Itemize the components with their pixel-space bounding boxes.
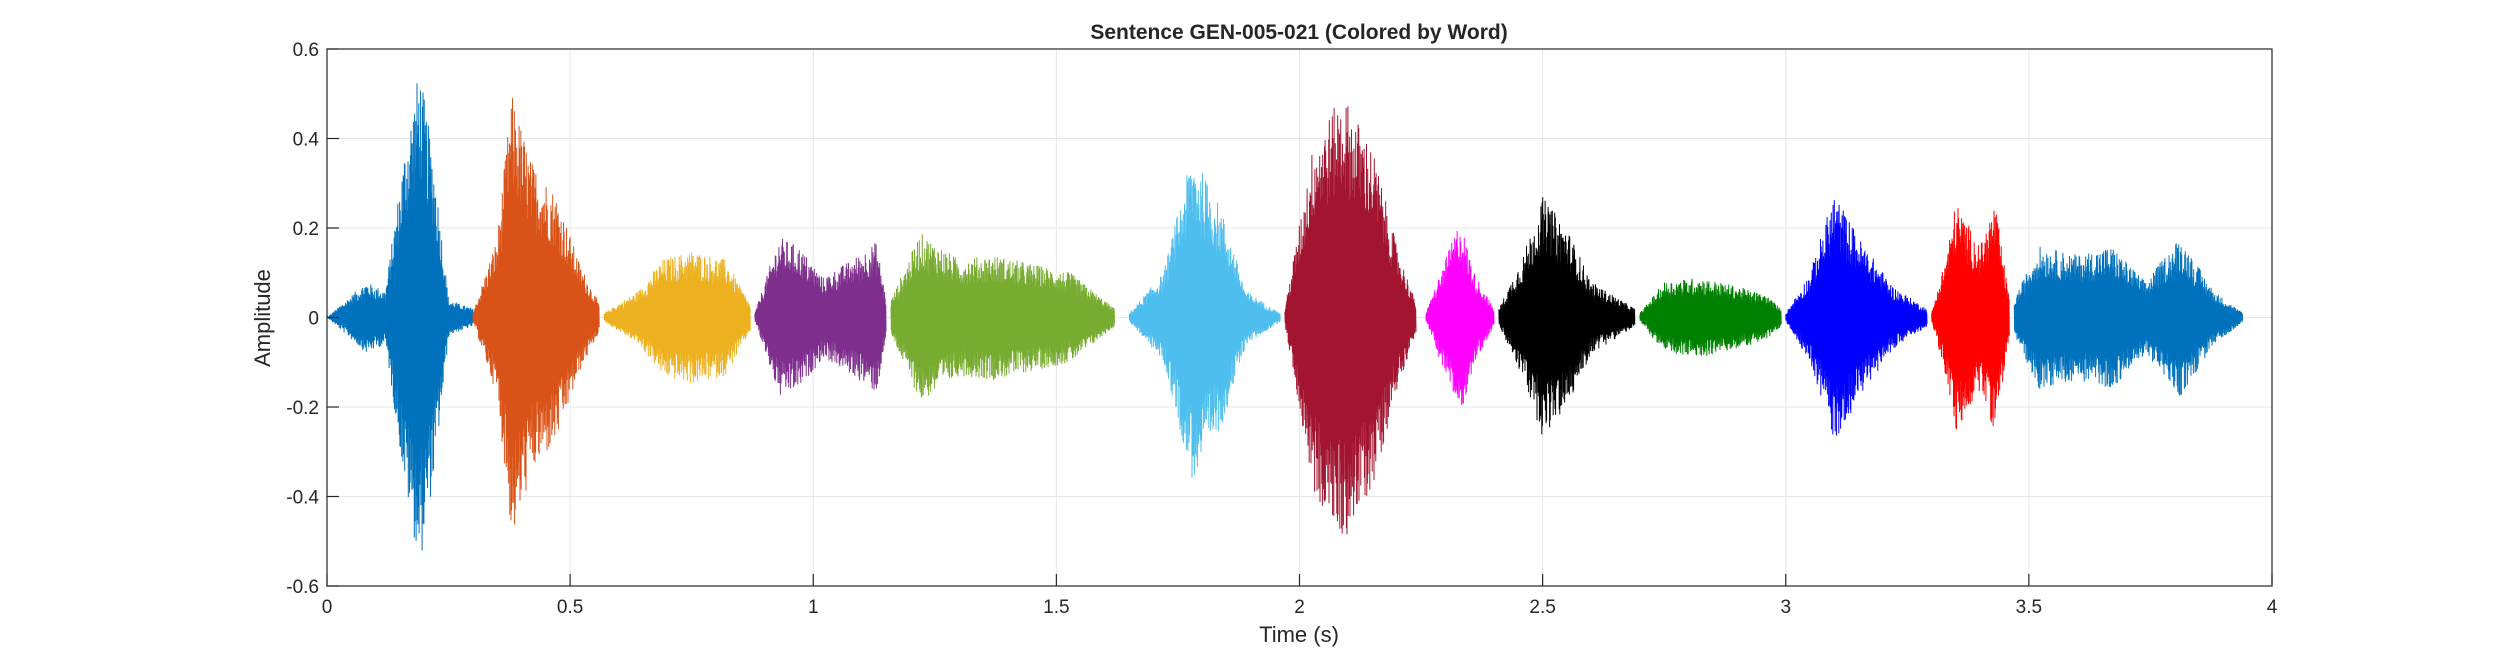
word-waveform-4 — [754, 238, 887, 395]
y-tick-label: 0.2 — [293, 219, 319, 240]
word-waveform-7 — [1284, 106, 1417, 535]
y-tick-label: -0.4 — [286, 488, 319, 509]
word-waveform-11 — [1785, 200, 1928, 436]
word-waveform-12 — [1931, 208, 2010, 430]
x-tick-label: 0 — [322, 597, 333, 618]
word-waveform-5 — [890, 234, 1115, 398]
chart-title: Sentence GEN-005-021 (Colored by Word) — [1090, 21, 1507, 44]
x-axis-label: Time (s) — [1259, 622, 1339, 647]
x-tick-label: 1 — [808, 597, 819, 618]
x-tick-label: 3 — [1780, 597, 1791, 618]
y-axis-ticks: 0.6 0.4 0.2 0 -0.2 -0.4 -0.6 — [286, 40, 339, 598]
y-axis-label: Amplitude — [250, 269, 275, 367]
x-tick-label: 0.5 — [557, 597, 583, 618]
word-waveform-13 — [2013, 243, 2244, 396]
word-waveform-8 — [1425, 230, 1495, 405]
word-waveform-1 — [326, 83, 474, 551]
x-tick-label: 2 — [1294, 597, 1305, 618]
x-axis-ticks: 0 0.5 1 1.5 2 2.5 3 3.5 4 — [322, 574, 2278, 618]
y-tick-label: 0.4 — [293, 130, 320, 151]
x-tick-label: 3.5 — [2016, 597, 2042, 618]
word-waveform-3 — [603, 252, 751, 384]
y-tick-label: -0.2 — [286, 398, 319, 419]
waveform-traces — [326, 83, 2244, 551]
word-waveform-2 — [472, 98, 600, 525]
word-waveform-10 — [1639, 278, 1782, 356]
word-waveform-9 — [1498, 197, 1636, 435]
x-tick-label: 4 — [2267, 597, 2278, 618]
y-tick-label: -0.6 — [286, 577, 319, 598]
y-tick-label: 0.6 — [293, 40, 319, 61]
x-tick-label: 2.5 — [1529, 597, 1555, 618]
x-tick-label: 1.5 — [1043, 597, 1069, 618]
word-waveform-6 — [1128, 173, 1281, 478]
y-tick-label: 0 — [308, 309, 319, 330]
